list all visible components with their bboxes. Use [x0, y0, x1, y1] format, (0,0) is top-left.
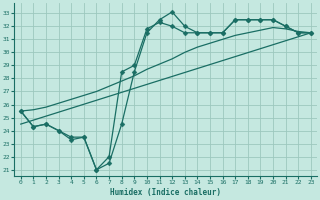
X-axis label: Humidex (Indice chaleur): Humidex (Indice chaleur) [110, 188, 221, 197]
